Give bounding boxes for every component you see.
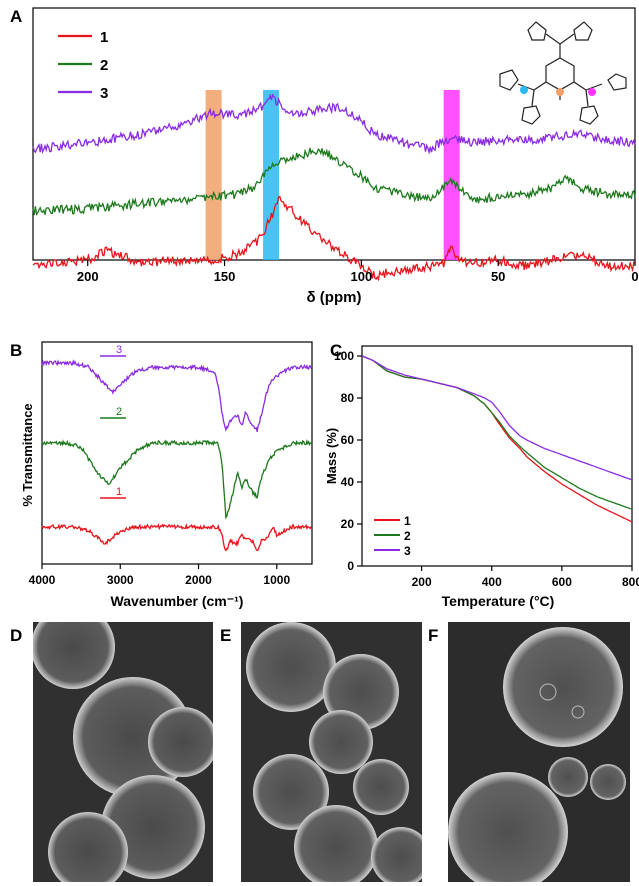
sem-image-f-drawing bbox=[448, 622, 630, 882]
xtick-label: 3000 bbox=[107, 573, 134, 587]
structure-marker-cyan bbox=[520, 86, 528, 94]
series-a-1 bbox=[32, 195, 636, 282]
structure-marker-magenta bbox=[588, 88, 596, 96]
panel-c-series bbox=[361, 355, 633, 523]
panel-b-xticks: 4000 3000 2000 1000 bbox=[29, 564, 290, 587]
panel-c-ticks: 200 400 600 800 0 20 40 60 80 100 bbox=[334, 349, 639, 589]
molecule-structure-diagram bbox=[499, 21, 627, 125]
panel-a-series bbox=[32, 93, 636, 282]
series-a-2 bbox=[32, 147, 636, 217]
legend-label-3: 3 bbox=[100, 85, 108, 102]
ytick-label: 20 bbox=[341, 517, 355, 531]
xtick-label: 200 bbox=[77, 269, 99, 284]
sem-image-d-drawing bbox=[33, 622, 213, 882]
series-c-2 bbox=[361, 355, 633, 510]
legend-label-1: 1 bbox=[100, 29, 108, 46]
c-legend-label-2: 2 bbox=[404, 529, 411, 543]
xtick-label: 50 bbox=[491, 269, 505, 284]
series-c-3 bbox=[361, 355, 633, 481]
panel-a-xlabel: δ (ppm) bbox=[307, 289, 362, 306]
c-legend-label-3: 3 bbox=[404, 544, 411, 558]
panel-label-a: A bbox=[10, 7, 22, 26]
c-legend-label-1: 1 bbox=[404, 514, 411, 528]
sem-image-d bbox=[33, 622, 213, 882]
panel-a-frame bbox=[32, 7, 636, 261]
panel-c-legend: 1 2 3 bbox=[374, 514, 411, 558]
panel-a-xticks: 200 150 100 50 0 bbox=[77, 260, 639, 284]
panel-b-frame bbox=[41, 341, 313, 565]
structure-marker-orange bbox=[556, 88, 564, 96]
series-b-1 bbox=[41, 523, 313, 552]
xtick-label: 600 bbox=[552, 575, 572, 589]
ytick-label: 100 bbox=[334, 349, 354, 363]
panel-label-e: E bbox=[220, 626, 231, 645]
panel-c-ylabel: Mass (%) bbox=[324, 428, 339, 484]
xtick-label: 1000 bbox=[263, 573, 290, 587]
sem-image-e bbox=[241, 622, 422, 882]
xtick-label: 800 bbox=[622, 575, 639, 589]
series-b-2 bbox=[41, 438, 313, 520]
ytick-label: 0 bbox=[347, 559, 354, 573]
highlight-band-orange bbox=[205, 90, 222, 260]
panel-b-ylabel: % Transmittance bbox=[20, 403, 35, 506]
xtick-label: 200 bbox=[412, 575, 432, 589]
series-b-3 bbox=[41, 359, 313, 433]
ytick-label: 80 bbox=[341, 391, 355, 405]
b-legend-label-3: 3 bbox=[116, 344, 122, 356]
panel-c: C Mass (%) Temperature (°C) 1 2 3 200 400… bbox=[324, 341, 639, 609]
series-c-1 bbox=[361, 355, 633, 523]
ytick-label: 60 bbox=[341, 433, 355, 447]
panel-b: B % Transmittance Wavenumber (cm⁻¹) 123 … bbox=[10, 341, 313, 609]
highlight-bands bbox=[205, 90, 460, 260]
b-legend-label-1: 1 bbox=[116, 486, 122, 498]
xtick-label: 2000 bbox=[185, 573, 212, 587]
panel-a: A δ (ppm) 1 2 3 bbox=[10, 7, 639, 306]
panel-b-series: 1 2 3 bbox=[41, 344, 313, 552]
panel-label-b: B bbox=[10, 341, 22, 360]
sem-image-e-drawing bbox=[241, 622, 422, 882]
panel-label-f: F bbox=[428, 626, 438, 645]
xtick-label: 150 bbox=[214, 269, 236, 284]
panel-a-legend: 1 2 3 bbox=[58, 29, 108, 102]
panel-c-xlabel: Temperature (°C) bbox=[442, 593, 555, 609]
highlight-band-magenta bbox=[443, 90, 460, 260]
highlight-band-cyan bbox=[263, 90, 280, 260]
panel-label-c: C bbox=[330, 341, 342, 360]
panel-c-frame bbox=[361, 345, 633, 567]
xtick-label: 0 bbox=[631, 269, 638, 284]
sem-image-f bbox=[448, 622, 630, 882]
panel-label-d: D bbox=[10, 626, 22, 645]
legend-label-2: 2 bbox=[100, 57, 108, 74]
b-legend-label-2: 2 bbox=[116, 406, 122, 418]
panel-b-xlabel: Wavenumber (cm⁻¹) bbox=[111, 593, 244, 609]
xtick-label: 100 bbox=[351, 269, 373, 284]
series-a-3 bbox=[32, 93, 636, 155]
xtick-label: 400 bbox=[482, 575, 502, 589]
ytick-label: 40 bbox=[341, 475, 355, 489]
xtick-label: 4000 bbox=[29, 573, 56, 587]
